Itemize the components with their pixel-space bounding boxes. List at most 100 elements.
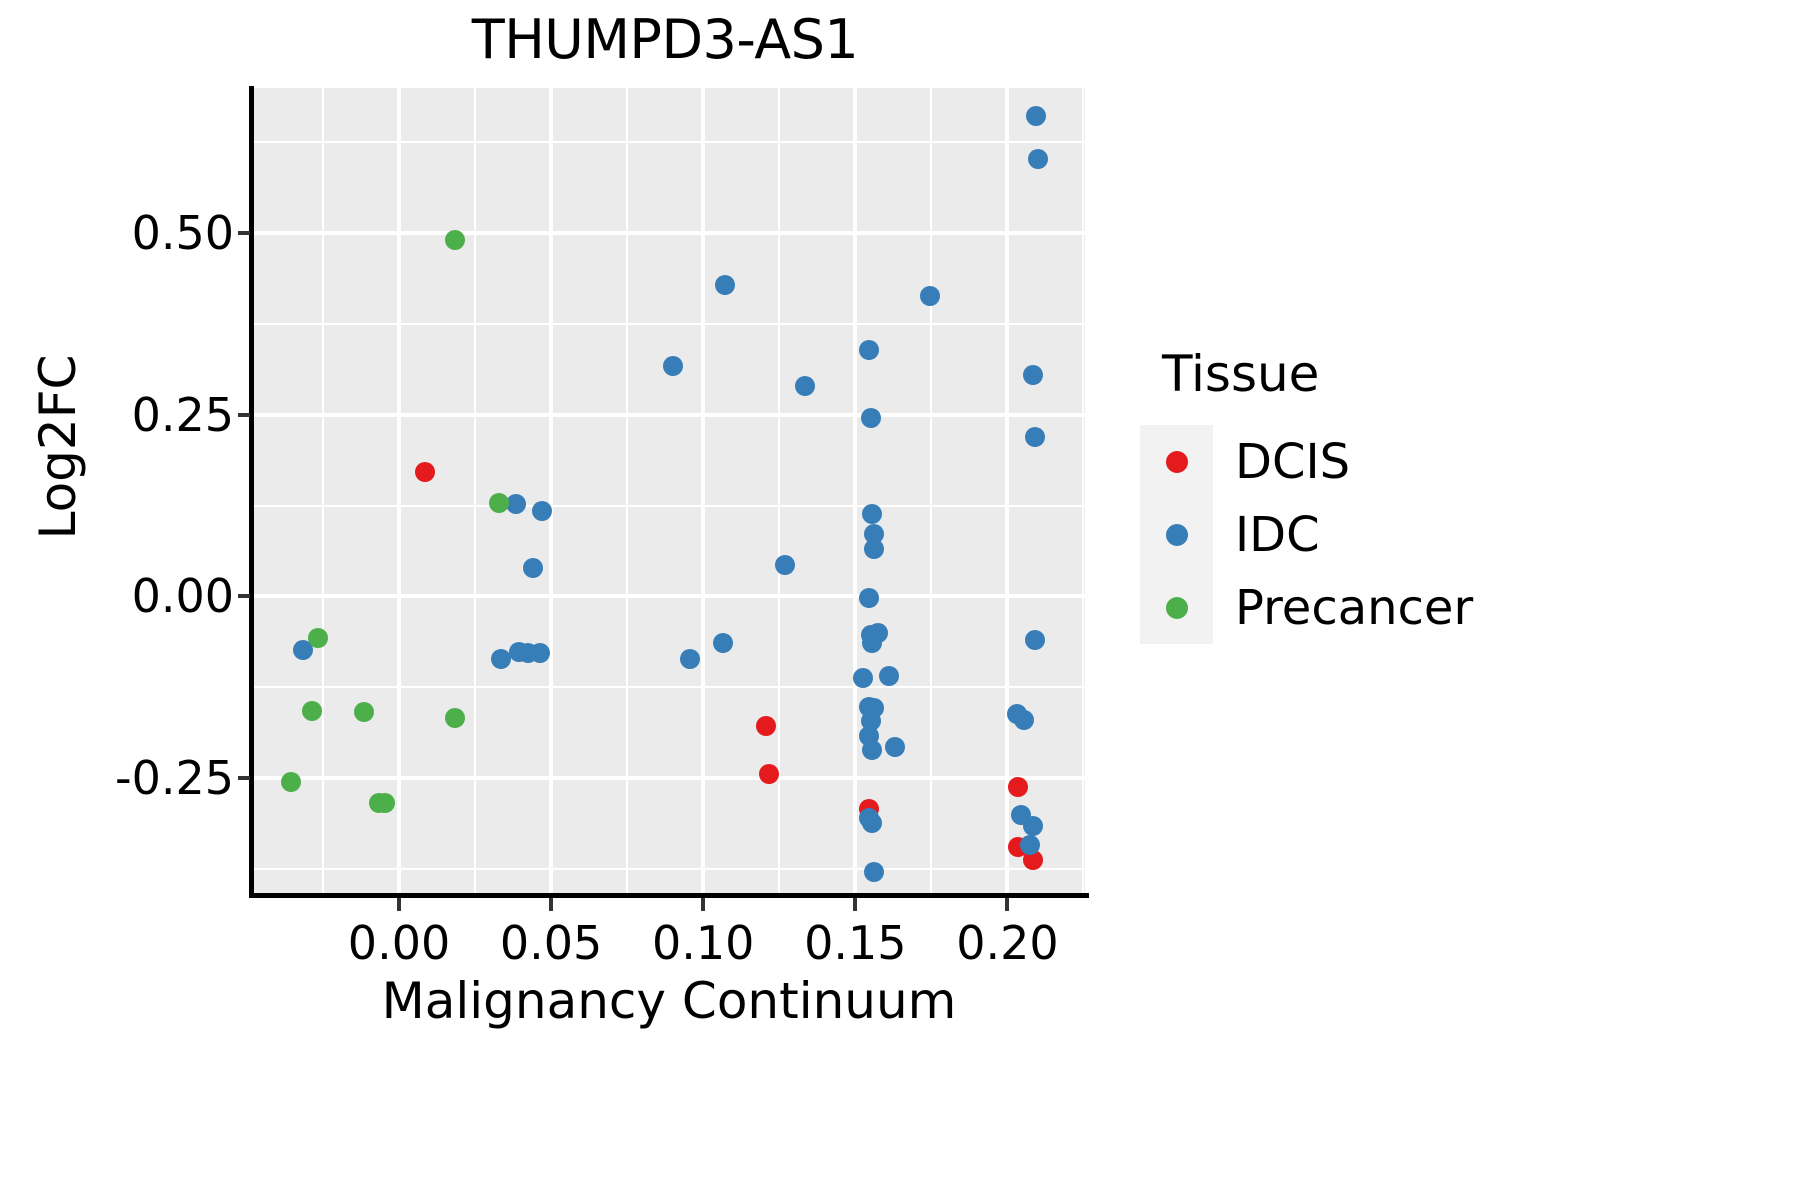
data-point-idc xyxy=(679,648,700,669)
x-tick-mark xyxy=(853,898,858,911)
gridline-major-horizontal xyxy=(253,412,1085,417)
data-point-idc xyxy=(863,539,884,560)
legend-key-swatch xyxy=(1140,571,1213,644)
gridline-major-vertical xyxy=(549,88,554,894)
data-point-precancer xyxy=(354,702,375,723)
data-point-idc xyxy=(531,500,552,521)
data-point-dcis xyxy=(414,462,435,483)
data-point-precancer xyxy=(302,701,323,722)
legend-items: DCIS IDC Precancer xyxy=(1140,425,1620,644)
x-tick-label: 0.20 xyxy=(956,916,1059,970)
y-tick-mark xyxy=(238,594,250,599)
data-point-precancer xyxy=(445,230,466,251)
data-point-idc xyxy=(293,640,314,661)
y-tick-label: 0.25 xyxy=(131,387,234,442)
data-point-idc xyxy=(852,667,873,688)
gridline-major-horizontal xyxy=(253,594,1085,599)
legend-dot-icon xyxy=(1165,523,1188,546)
legend-item-dcis[interactable]: DCIS xyxy=(1140,425,1620,498)
legend-dot-icon xyxy=(1165,450,1188,473)
gridline-minor-vertical xyxy=(1082,88,1085,894)
data-point-idc xyxy=(863,862,884,883)
data-point-idc xyxy=(506,494,527,515)
data-point-idc xyxy=(775,555,796,576)
data-point-idc xyxy=(859,340,879,361)
gridline-minor-horizontal xyxy=(253,686,1085,689)
data-point-idc xyxy=(1023,816,1044,837)
data-point-idc xyxy=(712,632,733,653)
data-point-dcis xyxy=(758,764,779,785)
y-tick-mark xyxy=(238,231,250,236)
data-point-idc xyxy=(862,633,883,654)
data-point-idc xyxy=(1026,106,1047,127)
data-point-precancer xyxy=(375,792,396,813)
gridline-major-horizontal xyxy=(253,231,1085,236)
gridline-minor-horizontal xyxy=(253,504,1085,507)
data-point-idc xyxy=(859,588,879,609)
plot-panel xyxy=(253,88,1085,894)
data-point-idc xyxy=(662,356,683,377)
x-tick-mark xyxy=(397,898,402,911)
data-point-idc xyxy=(522,557,543,578)
legend-key-swatch xyxy=(1140,425,1213,498)
gridline-major-vertical xyxy=(397,88,402,894)
y-axis-line xyxy=(249,86,254,898)
data-point-idc xyxy=(860,408,881,429)
y-tick-label: 0.50 xyxy=(131,206,234,261)
data-point-idc xyxy=(919,285,940,306)
data-point-idc xyxy=(862,740,883,761)
gridline-minor-horizontal xyxy=(253,867,1085,870)
x-tick-mark xyxy=(701,898,706,911)
data-point-idc xyxy=(1027,149,1048,170)
data-point-idc xyxy=(862,504,883,525)
data-point-idc xyxy=(795,375,816,396)
x-axis-title: Malignancy Continuum xyxy=(381,972,957,1030)
gridline-minor-vertical xyxy=(321,88,324,894)
page-title: THUMPD3-AS1 xyxy=(471,8,859,71)
gridline-major-horizontal xyxy=(253,775,1085,780)
gridline-minor-vertical xyxy=(626,88,629,894)
gridline-major-vertical xyxy=(1005,88,1010,894)
data-point-idc xyxy=(1023,364,1044,385)
data-point-idc xyxy=(490,649,511,670)
legend-item-precancer[interactable]: Precancer xyxy=(1140,571,1620,644)
legend-item-label: IDC xyxy=(1235,506,1320,563)
data-point-idc xyxy=(1020,835,1041,856)
x-tick-label: 0.00 xyxy=(347,916,451,970)
x-tick-label: 0.15 xyxy=(804,916,907,970)
y-tick-mark xyxy=(238,775,250,780)
legend-key-swatch xyxy=(1140,498,1213,571)
gridline-minor-vertical xyxy=(778,88,781,894)
gridline-minor-vertical xyxy=(930,88,933,894)
data-point-idc xyxy=(530,642,551,663)
y-tick-label: -0.25 xyxy=(114,750,234,805)
data-point-idc xyxy=(714,274,735,295)
x-axis-line xyxy=(249,893,1089,898)
data-point-dcis xyxy=(1008,776,1029,797)
data-point-idc xyxy=(863,523,884,544)
data-point-precancer xyxy=(445,707,466,728)
y-tick-label: 0.00 xyxy=(131,569,234,624)
legend-item-label: Precancer xyxy=(1235,579,1474,636)
legend: Tissue DCIS IDC Precancer xyxy=(1140,345,1620,644)
data-point-idc xyxy=(1024,629,1045,650)
gridline-minor-vertical xyxy=(474,88,477,894)
data-point-idc xyxy=(878,666,899,687)
data-point-idc xyxy=(884,736,905,757)
data-point-idc xyxy=(1014,709,1035,730)
data-point-precancer xyxy=(308,627,329,648)
data-point-idc xyxy=(1024,427,1045,448)
gridline-minor-horizontal xyxy=(253,141,1085,144)
data-point-precancer xyxy=(281,772,302,793)
y-axis-title: Log2FC xyxy=(29,354,87,540)
legend-item-label: DCIS xyxy=(1235,433,1351,490)
y-tick-mark xyxy=(238,412,250,417)
legend-title: Tissue xyxy=(1162,345,1320,403)
legend-item-idc[interactable]: IDC xyxy=(1140,498,1620,571)
gridline-minor-horizontal xyxy=(253,322,1085,325)
legend-dot-icon xyxy=(1165,596,1188,619)
gridline-major-vertical xyxy=(853,88,858,894)
data-point-dcis xyxy=(755,715,776,736)
x-tick-label: 0.05 xyxy=(499,916,603,970)
